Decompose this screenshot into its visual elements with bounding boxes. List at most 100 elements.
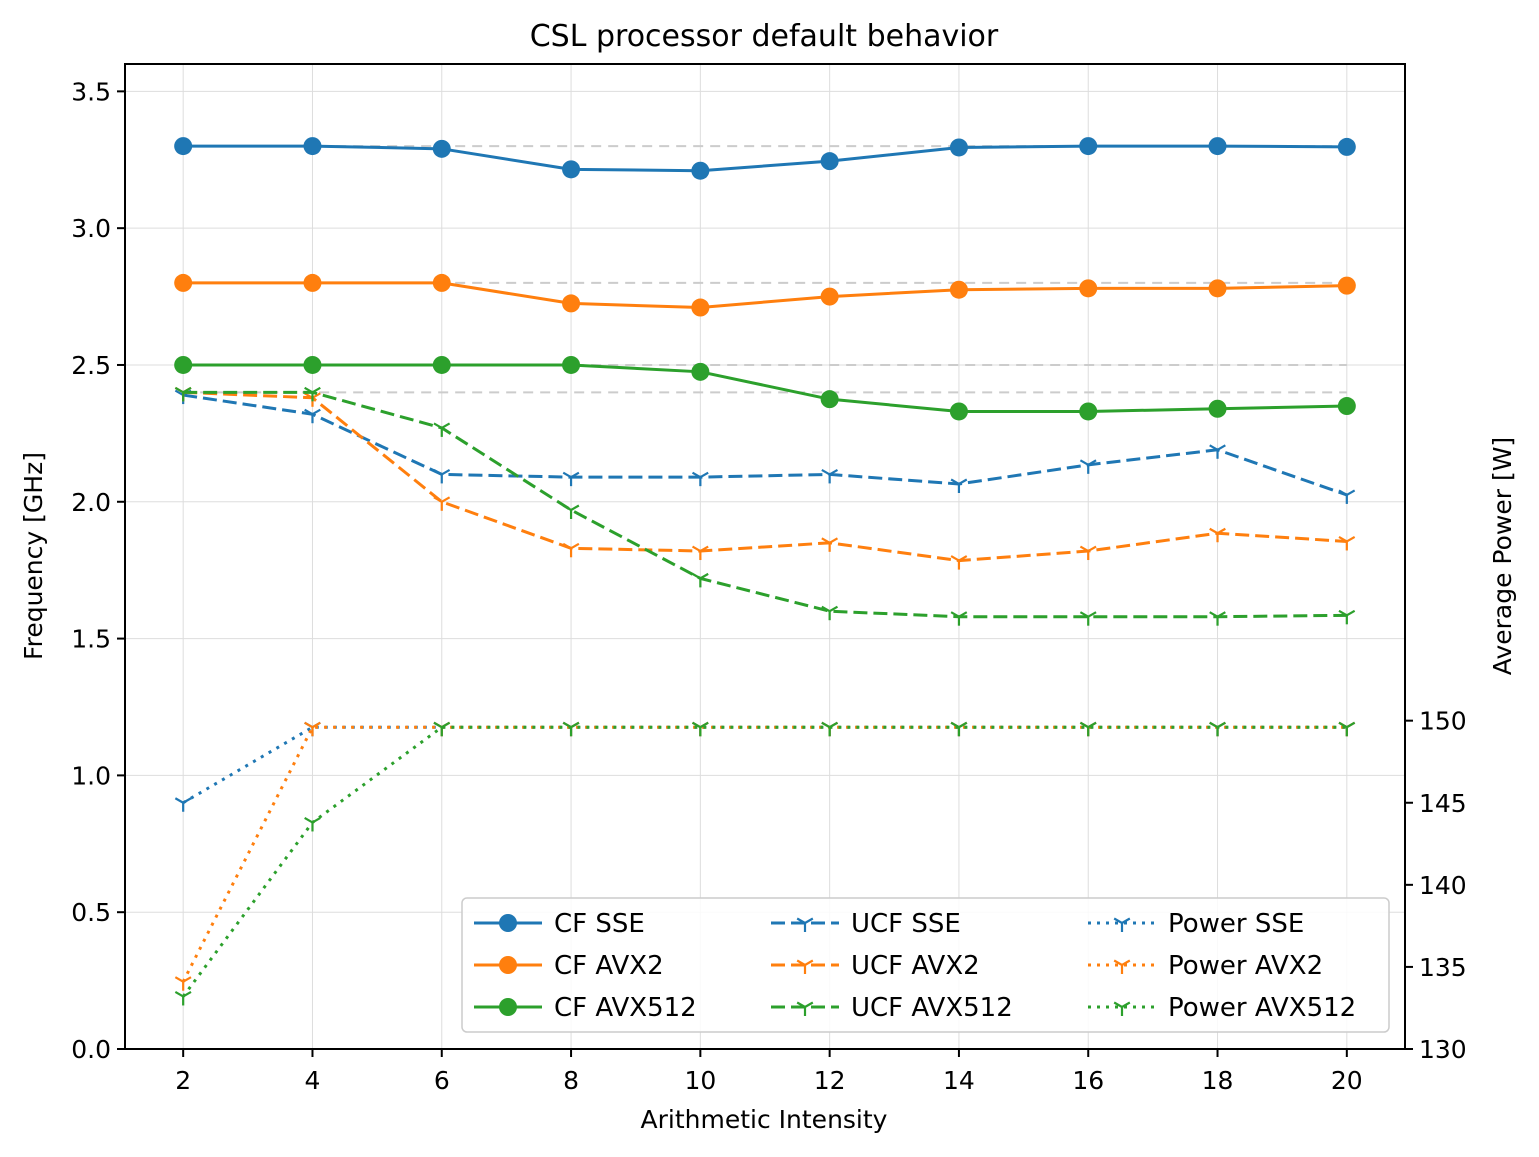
data-point <box>562 721 580 737</box>
marker-arm <box>804 1001 814 1008</box>
marker-arm <box>829 721 839 729</box>
legend-label: Power AVX512 <box>1168 993 1356 1023</box>
marker-arm <box>433 721 443 729</box>
marker-arm <box>1338 489 1348 496</box>
x-tick-label: 2 <box>175 1066 191 1095</box>
marker-arm <box>1216 721 1226 729</box>
data-point <box>562 542 580 558</box>
legend-swatch-marker <box>796 917 814 932</box>
marker-arm <box>1079 545 1089 552</box>
data-point <box>432 139 451 158</box>
data-point <box>1079 459 1097 474</box>
marker-arm <box>1087 611 1097 618</box>
legend-item: UCF AVX2 <box>771 951 980 981</box>
marker-arm <box>958 478 968 485</box>
marker-arm <box>174 976 184 983</box>
marker-arm <box>691 572 701 580</box>
series-ucf-avx2 <box>174 386 1356 570</box>
x-tick-label: 18 <box>1202 1066 1234 1095</box>
data-point <box>174 355 193 374</box>
data-point <box>174 991 192 1006</box>
marker-arm <box>1209 527 1219 535</box>
data-point <box>821 468 839 484</box>
data-point <box>1079 279 1098 298</box>
data-point <box>691 471 709 487</box>
data-point <box>950 478 968 493</box>
marker-arm <box>829 605 839 613</box>
y-tick-label: 0.0 <box>71 1035 111 1064</box>
marker-arm <box>829 468 839 476</box>
data-point <box>433 468 451 484</box>
data-point <box>691 298 710 317</box>
marker-arm <box>796 917 806 924</box>
x-tick-label: 20 <box>1331 1066 1363 1095</box>
legend-label: UCF AVX512 <box>851 993 1013 1023</box>
data-point <box>950 721 968 737</box>
data-point <box>1209 444 1226 459</box>
series-line <box>183 281 1347 310</box>
marker-arm <box>699 471 709 479</box>
marker-arm <box>311 816 321 824</box>
legend: CF SSE CF AVX2 CF AVX512 UCF SSE UCF AVX2 UCF… <box>461 897 1390 1033</box>
marker-arm <box>829 537 839 544</box>
data-point <box>691 161 710 180</box>
data-point <box>562 471 580 487</box>
legend-item: CF AVX2 <box>474 951 664 981</box>
y2-axis-label: Average Power [W] <box>1488 437 1517 675</box>
data-point <box>1079 721 1097 737</box>
marker-arm <box>1209 611 1219 618</box>
series-power-avx512 <box>174 721 1356 1006</box>
series-line <box>183 390 1347 619</box>
marker-arm <box>1216 611 1226 618</box>
legend-label: CF AVX2 <box>554 951 664 981</box>
data-point <box>950 611 968 626</box>
data-point <box>1338 535 1356 551</box>
marker-arm <box>441 496 451 503</box>
marker-arm <box>1338 609 1348 617</box>
legend-item: UCF AVX512 <box>771 993 1013 1023</box>
data-point <box>1337 276 1356 295</box>
marker-arm <box>304 392 314 399</box>
marker-arm <box>1079 721 1089 729</box>
data-point <box>691 721 709 737</box>
legend-label: CF AVX512 <box>554 993 697 1023</box>
data-point <box>1338 609 1356 625</box>
marker-arm <box>821 468 831 476</box>
marker-arm <box>182 976 192 983</box>
data-point <box>562 160 581 179</box>
marker-arm <box>1087 459 1097 466</box>
data-point <box>821 721 839 737</box>
marker-arm <box>182 797 192 804</box>
data-point <box>303 355 322 374</box>
marker-arm <box>311 386 321 394</box>
data-point <box>1079 545 1097 561</box>
data-point <box>1209 721 1226 737</box>
x-tick-label: 14 <box>943 1066 975 1095</box>
marker-arm <box>691 545 701 552</box>
marker-arm <box>562 471 572 479</box>
marker-arm <box>311 408 321 416</box>
marker-arm <box>433 496 443 503</box>
y-tick-label: 1.5 <box>71 625 111 654</box>
marker-arm <box>950 555 960 562</box>
x-tick-label: 16 <box>1072 1066 1104 1095</box>
y-axis-right: 130 135 140 145 150 <box>1405 707 1467 1064</box>
legend-label: Power SSE <box>1168 909 1304 939</box>
marker-arm <box>699 572 709 580</box>
series-line <box>183 144 1347 173</box>
legend-label: CF SSE <box>554 909 645 939</box>
x-tick-label: 12 <box>814 1066 846 1095</box>
marker-arm <box>958 555 968 562</box>
y2-tick-label: 135 <box>1419 953 1467 982</box>
marker-arm <box>1121 917 1131 924</box>
data-point <box>433 422 451 437</box>
data-point <box>1337 397 1356 416</box>
marker-arm <box>311 721 321 729</box>
data-point <box>174 386 192 402</box>
y2-tick-label: 150 <box>1419 707 1467 736</box>
marker-arm <box>182 991 192 998</box>
series-line <box>181 725 1347 983</box>
data-point <box>304 408 321 424</box>
marker-arm <box>1209 721 1219 729</box>
